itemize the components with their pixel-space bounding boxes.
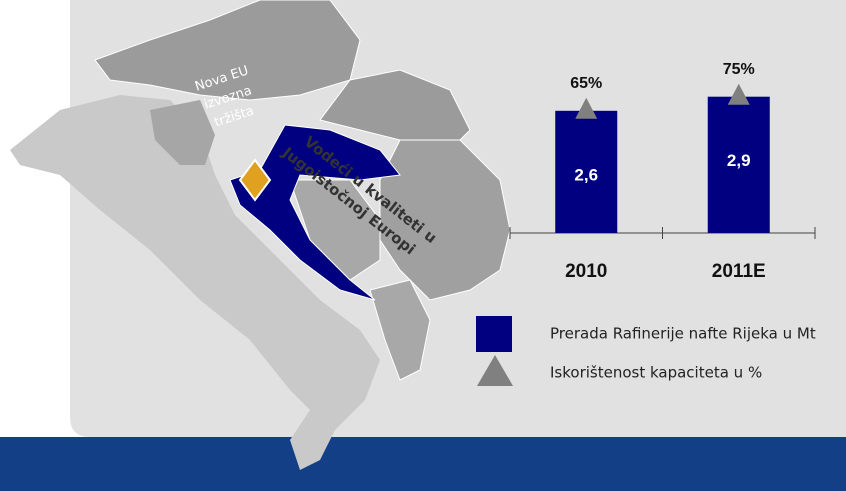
marker-value-label: 75%	[723, 61, 755, 78]
triangle-marker	[727, 83, 750, 105]
bar	[555, 110, 618, 233]
legend-swatch	[476, 316, 512, 352]
legend-swatch	[477, 355, 513, 386]
triangle-marker	[575, 97, 598, 119]
footer-band	[0, 437, 846, 491]
bar	[707, 96, 770, 233]
map	[10, 0, 511, 470]
legend-label: Iskorištenost kapaciteta u %	[550, 364, 762, 382]
bar-value-label: 2,6	[574, 165, 598, 184]
marker-value-label: 65%	[570, 75, 602, 92]
x-tick-label: 2011E	[712, 261, 766, 282]
bar-value-label: 2,9	[727, 151, 751, 170]
x-tick-label: 2010	[565, 261, 607, 282]
legend-label: Prerada Rafinerije nafte Rijeka u Mt	[550, 325, 816, 343]
